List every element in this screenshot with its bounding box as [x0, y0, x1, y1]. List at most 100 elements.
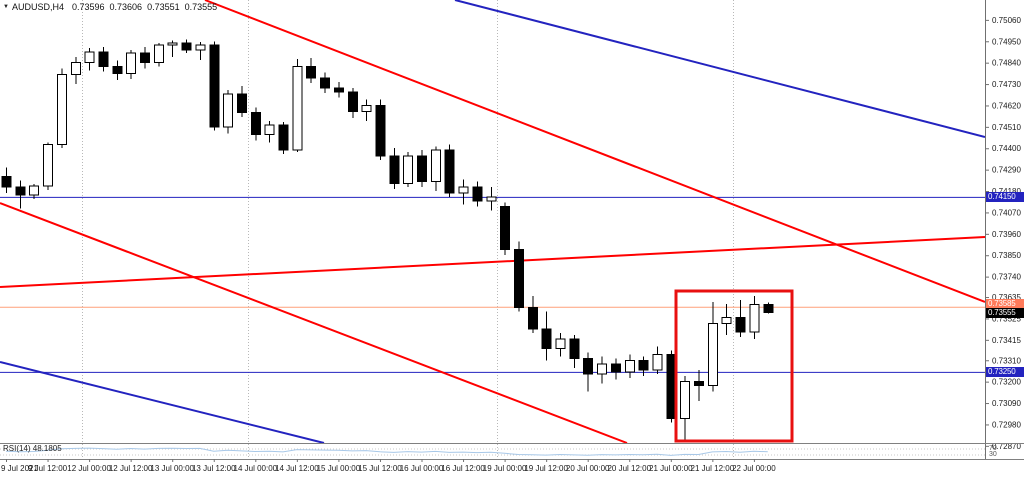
price-tick-label: 0.74180	[992, 187, 1021, 196]
candle-bull-body	[680, 381, 691, 420]
candle-bull-body	[486, 196, 497, 202]
symbol-marker-icon: ▼	[3, 4, 9, 10]
time-tick-label: 16 Jul 00:00	[400, 464, 444, 473]
candle-bear-body	[417, 155, 427, 182]
main-pane[interactable]	[0, 0, 985, 443]
candle-bear-body	[15, 186, 26, 196]
candle-bull-body	[458, 186, 469, 194]
candle-bear-body	[333, 87, 344, 93]
candle-bear-body	[347, 91, 358, 112]
candle-bull-body	[555, 338, 566, 350]
candle-bull-body	[29, 185, 40, 196]
candle-bull-body	[167, 42, 178, 46]
candle-bear-body	[735, 316, 746, 333]
time-tick-label: 20 Jul 12:00	[607, 464, 651, 473]
salmon-hline-price-badge: 0.73585	[986, 298, 1024, 309]
candle-bear-body	[112, 66, 123, 74]
candle-bull-body	[707, 322, 718, 387]
candle-bear-body	[583, 357, 594, 375]
candle-bull-body	[195, 44, 206, 51]
blue-hline-lower-price-badge: 0.73250	[986, 366, 1024, 377]
quote-close: 0.73555	[184, 2, 218, 12]
candle-bull-body	[56, 73, 67, 145]
candle-bear-body	[444, 149, 455, 194]
candle-bear-body	[375, 104, 386, 157]
candle-bull-body	[264, 124, 275, 136]
price-tick-label: 0.72980	[992, 420, 1021, 429]
rsi-scale-bottom-label: 30	[989, 450, 997, 458]
price-axis[interactable]: 0.75060 0.74950 0.74840 0.74730 0.74620 0.745…	[985, 0, 1022, 459]
candle-bear-body	[278, 124, 289, 151]
candle-bull-body	[624, 359, 635, 373]
candle-bull-body	[652, 353, 663, 371]
red-channel-upper-trendline[interactable]	[204, 0, 985, 303]
quote-open: 0.73596	[71, 2, 105, 12]
candle-bull-body	[292, 66, 303, 151]
period-separators	[82, 0, 734, 459]
candle-bull-body	[43, 143, 54, 187]
time-tick-label: 16 Jul 12:00	[441, 464, 485, 473]
candle-bear-body	[569, 338, 580, 359]
bid-price-badge: 0.73555	[986, 307, 1024, 318]
price-tick-label: 0.73415	[992, 336, 1021, 345]
price-tick-label: 0.74620	[992, 101, 1021, 110]
blue-channel-upper-trendline[interactable]	[454, 0, 985, 138]
price-tick-label: 0.74400	[992, 144, 1021, 153]
candle-bear-body	[610, 363, 621, 373]
price-tick-label: 0.75060	[992, 16, 1021, 25]
price-tick-label: 0.74730	[992, 80, 1021, 89]
candles	[1, 39, 774, 442]
time-tick-label: 19 Jul 12:00	[524, 464, 568, 473]
candle-bear-body	[638, 359, 649, 371]
candle-bear-body	[98, 51, 109, 68]
candle-bull-body	[721, 316, 732, 324]
time-tick-label: 21 Jul 12:00	[691, 464, 735, 473]
price-tick-label: 0.73090	[992, 399, 1021, 408]
time-tick-label: 13 Jul 00:00	[150, 464, 194, 473]
candle-bull-body	[597, 363, 608, 375]
blue-channel-lower-trendline[interactable]	[0, 361, 325, 443]
symbol-ohlc-header: ▼ AUDUSD,H4 0.73596 0.73606 0.73551 0.73…	[3, 2, 222, 12]
blue-hline-upper-price-badge: 0.74150	[986, 191, 1024, 202]
red-ascending-line-trendline[interactable]	[0, 236, 985, 288]
red-channel-lower-trendline[interactable]	[0, 202, 628, 443]
price-tick-label: 0.74840	[992, 59, 1021, 68]
price-tick-label: 0.74070	[992, 208, 1021, 217]
time-tick-label: 22 Jul 00:00	[732, 464, 776, 473]
candle-bull-body	[430, 149, 441, 182]
candle-bear-body	[250, 111, 261, 136]
time-tick-label: 20 Jul 00:00	[566, 464, 610, 473]
price-tick-label: 0.73310	[992, 356, 1021, 365]
candle-bear-body	[1, 175, 12, 188]
candle-bull-body	[153, 44, 164, 64]
candle-bear-body	[500, 206, 511, 250]
candle-bear-body	[694, 381, 704, 387]
candle-bull-body	[749, 304, 760, 333]
time-tick-label: 19 Jul 00:00	[483, 464, 527, 473]
price-tick-label: 0.73740	[992, 273, 1021, 282]
quote-high: 0.73606	[109, 2, 143, 12]
candle-bear-body	[209, 44, 220, 128]
candle-bear-body	[389, 155, 400, 184]
candle-bull-body	[84, 51, 95, 64]
candle-bear-body	[541, 328, 552, 350]
price-tick-label: 0.73850	[992, 251, 1021, 260]
time-tick-label: 14 Jul 00:00	[234, 464, 278, 473]
rsi-line	[5, 447, 768, 456]
time-tick-label: 13 Jul 12:00	[192, 464, 236, 473]
highlight-rectangle[interactable]	[674, 289, 794, 443]
time-tick-label: 15 Jul 00:00	[317, 464, 361, 473]
rsi-scale-top-label: 70	[989, 444, 997, 452]
time-tick-label: 14 Jul 12:00	[275, 464, 319, 473]
price-tick-label: 0.74950	[992, 37, 1021, 46]
time-tick-label: 9 Jul 12:00	[28, 464, 68, 473]
candle-bull-body	[403, 155, 414, 184]
price-tick-label: 0.74290	[992, 166, 1021, 175]
candle-bear-body	[181, 42, 192, 51]
price-tick-label: 0.74510	[992, 123, 1021, 132]
candle-bull-body	[126, 52, 137, 74]
symbol-name: AUDUSD,H4	[11, 2, 64, 12]
